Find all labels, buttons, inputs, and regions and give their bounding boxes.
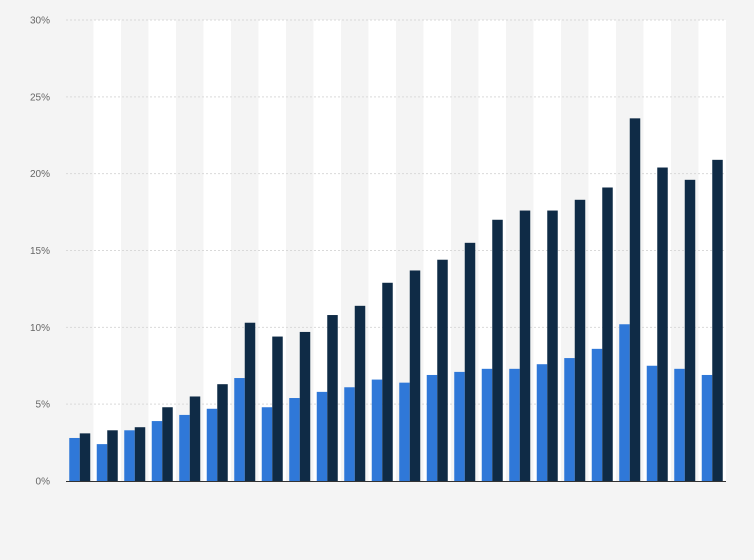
bar	[96, 444, 108, 481]
bar	[657, 167, 668, 481]
bar	[574, 199, 586, 482]
bar	[564, 358, 575, 481]
bar	[519, 210, 531, 481]
bar	[701, 374, 713, 481]
bar	[151, 421, 163, 481]
y-tick-label: 10%	[30, 323, 50, 334]
y-tick-label: 0%	[36, 477, 51, 488]
bar	[261, 407, 273, 481]
bar	[464, 242, 476, 481]
y-tick-label: 5%	[36, 400, 51, 411]
bar	[454, 371, 465, 481]
bar	[179, 414, 190, 481]
bar	[409, 270, 421, 481]
bar	[162, 407, 173, 481]
y-tick-label: 25%	[30, 92, 50, 103]
y-tick-label: 20%	[30, 169, 50, 180]
bar	[69, 437, 80, 481]
bar	[382, 282, 393, 481]
bar	[646, 365, 658, 481]
bar	[289, 398, 300, 481]
bar	[327, 315, 338, 481]
bar	[107, 430, 118, 481]
bar	[344, 387, 355, 481]
bar	[272, 336, 283, 481]
bars	[69, 118, 723, 482]
bar	[536, 364, 548, 481]
bar	[492, 219, 503, 481]
bar	[206, 408, 218, 481]
bar	[426, 374, 438, 481]
y-tick-label: 15%	[30, 246, 50, 257]
bar	[629, 118, 641, 481]
y-tick-label: 30%	[30, 16, 50, 27]
bar	[124, 430, 135, 481]
bar	[619, 324, 630, 481]
bar	[79, 433, 91, 481]
bar	[602, 187, 613, 481]
bar	[299, 331, 311, 481]
bar	[371, 379, 383, 481]
bar	[189, 396, 201, 481]
bar	[547, 210, 558, 481]
y-axis-tick-labels: 0% 5% 10% 15% 20% 25% 30%	[30, 16, 50, 488]
bar	[354, 305, 366, 481]
bar	[399, 382, 410, 481]
bar	[481, 368, 493, 481]
bar	[591, 348, 603, 481]
bar	[217, 384, 228, 481]
bar	[712, 159, 723, 481]
bar	[316, 391, 328, 481]
bar	[134, 427, 146, 481]
bar	[674, 368, 685, 481]
bar	[244, 322, 256, 481]
gridlines	[66, 19, 726, 405]
bar	[684, 179, 696, 481]
bar	[437, 259, 448, 481]
bar	[509, 368, 520, 481]
bar	[234, 378, 245, 481]
